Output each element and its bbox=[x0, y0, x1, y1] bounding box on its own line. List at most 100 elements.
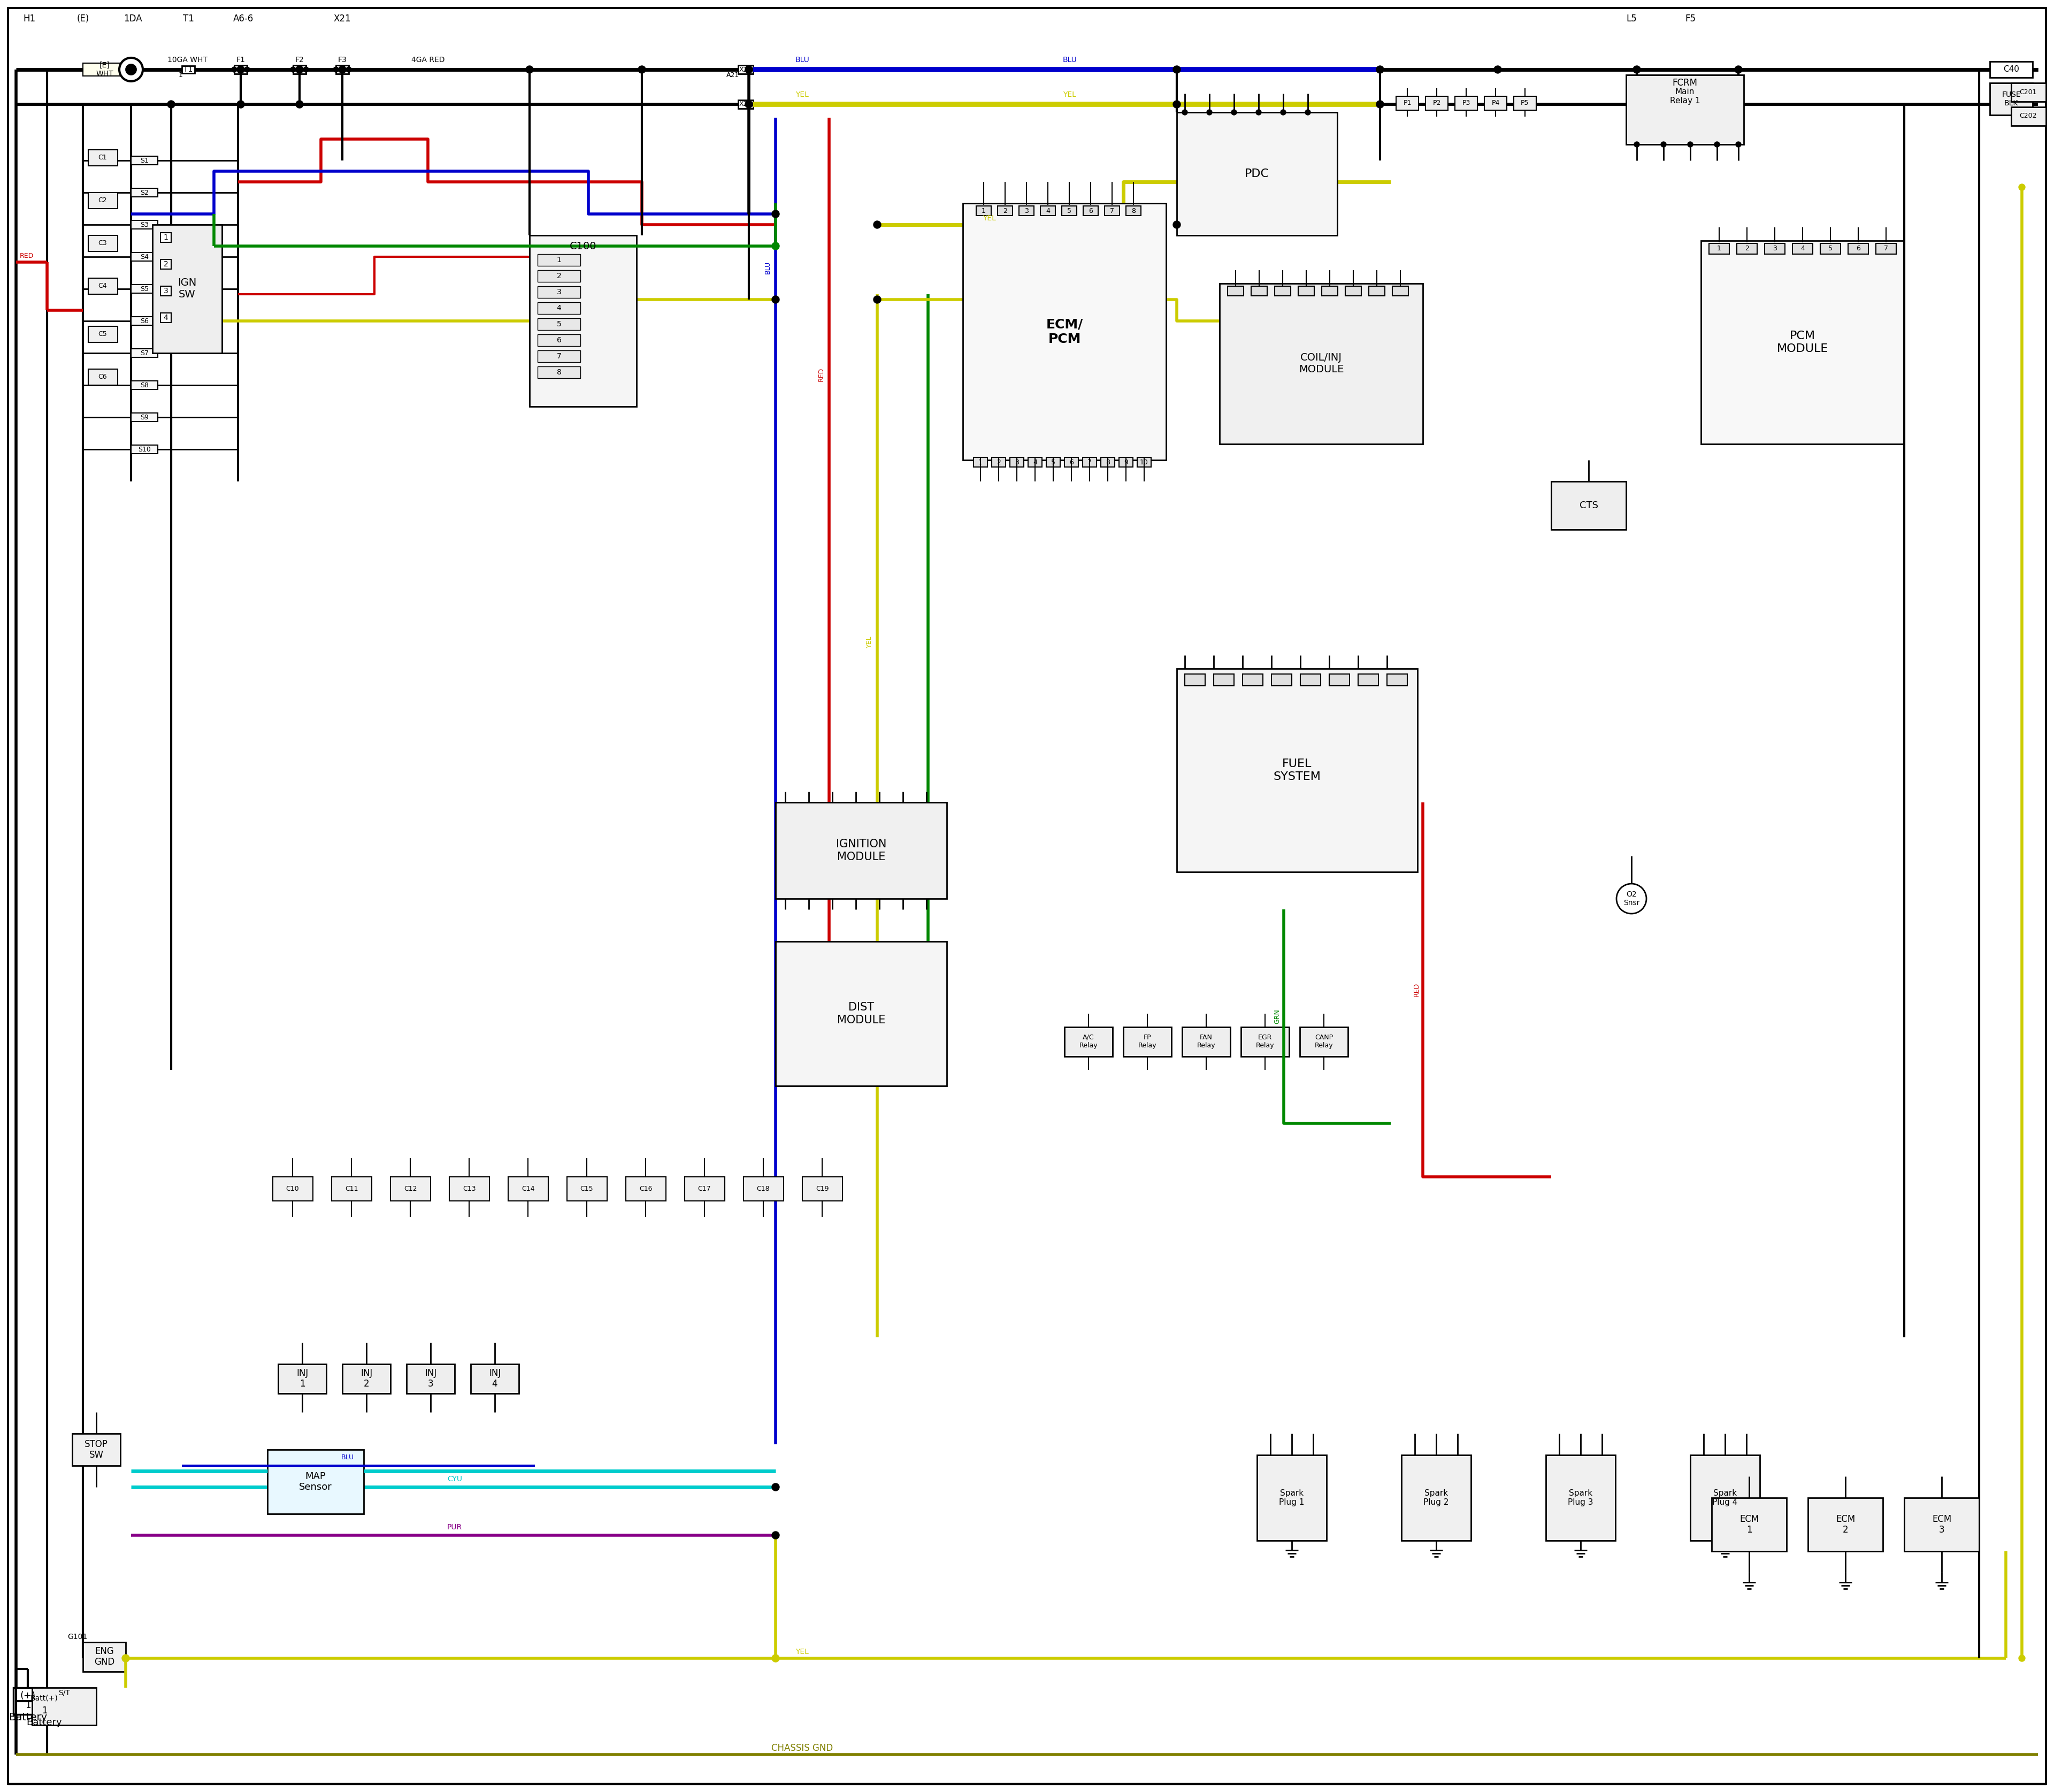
Text: F5: F5 bbox=[1684, 14, 1697, 23]
Text: C2: C2 bbox=[99, 197, 107, 204]
Text: 1: 1 bbox=[164, 233, 168, 242]
Text: BLU: BLU bbox=[1062, 56, 1076, 65]
Bar bbox=[1064, 457, 1078, 468]
Bar bbox=[131, 156, 158, 165]
Text: DIST
MODULE: DIST MODULE bbox=[838, 1002, 885, 1025]
Text: FCRM: FCRM bbox=[1672, 79, 1697, 88]
Text: FUSE
BLK: FUSE BLK bbox=[2003, 91, 2021, 108]
Bar bbox=[183, 66, 195, 73]
Circle shape bbox=[746, 100, 752, 108]
Bar bbox=[1690, 1455, 1760, 1541]
Text: L5: L5 bbox=[1627, 14, 1637, 23]
Text: ENG
GND: ENG GND bbox=[94, 1647, 115, 1667]
Circle shape bbox=[1736, 142, 1742, 147]
Text: INJ
1: INJ 1 bbox=[296, 1367, 308, 1389]
Bar bbox=[88, 326, 117, 342]
Bar bbox=[1551, 482, 1627, 530]
Circle shape bbox=[290, 66, 296, 72]
Text: C16: C16 bbox=[639, 1185, 653, 1192]
Text: A21: A21 bbox=[727, 72, 739, 79]
Bar bbox=[88, 278, 117, 294]
Text: S5: S5 bbox=[140, 285, 148, 292]
Text: RED: RED bbox=[21, 253, 33, 260]
Text: BLU: BLU bbox=[764, 262, 770, 274]
Bar bbox=[1329, 674, 1349, 686]
Circle shape bbox=[772, 242, 778, 249]
Circle shape bbox=[772, 296, 778, 303]
Bar bbox=[567, 1177, 608, 1201]
Bar bbox=[1990, 61, 2033, 77]
Bar bbox=[538, 303, 581, 314]
Text: FAN
Relay: FAN Relay bbox=[1197, 1034, 1216, 1048]
Bar bbox=[1793, 244, 1814, 254]
Circle shape bbox=[1183, 109, 1187, 115]
Bar bbox=[1119, 457, 1134, 468]
Text: 7: 7 bbox=[1884, 246, 1888, 253]
Bar bbox=[1849, 244, 1869, 254]
Bar bbox=[1547, 1455, 1614, 1541]
Text: 1DA: 1DA bbox=[123, 14, 142, 23]
Bar bbox=[88, 235, 117, 251]
Bar bbox=[976, 206, 992, 215]
Bar bbox=[131, 285, 158, 294]
Bar bbox=[1358, 674, 1378, 686]
Circle shape bbox=[1635, 142, 1639, 147]
Text: F2: F2 bbox=[296, 56, 304, 65]
Text: 6: 6 bbox=[1089, 208, 1093, 215]
Text: INJ
4: INJ 4 bbox=[489, 1367, 501, 1389]
Text: Spark
Plug 4: Spark Plug 4 bbox=[1713, 1489, 1738, 1507]
Circle shape bbox=[304, 66, 308, 72]
Text: STOP
SW: STOP SW bbox=[84, 1439, 109, 1460]
Text: S10: S10 bbox=[138, 446, 150, 453]
Text: 7: 7 bbox=[557, 353, 561, 360]
Text: C3: C3 bbox=[99, 240, 107, 247]
Bar bbox=[1183, 1027, 1230, 1057]
Bar bbox=[131, 444, 158, 453]
Bar bbox=[1029, 457, 1041, 468]
Bar bbox=[1019, 206, 1033, 215]
Circle shape bbox=[1688, 142, 1692, 147]
Bar bbox=[538, 351, 581, 362]
Bar bbox=[538, 319, 581, 330]
Text: GRN: GRN bbox=[1273, 1009, 1282, 1023]
Circle shape bbox=[339, 66, 345, 73]
Text: X21: X21 bbox=[333, 14, 351, 23]
Text: 4: 4 bbox=[557, 305, 561, 312]
Bar bbox=[1185, 674, 1206, 686]
Text: 1: 1 bbox=[179, 72, 183, 79]
Bar bbox=[974, 457, 988, 468]
Bar bbox=[1701, 240, 1904, 444]
Bar bbox=[1454, 97, 1477, 109]
Text: C5: C5 bbox=[99, 332, 107, 339]
Text: 2: 2 bbox=[1744, 246, 1750, 253]
Text: S4: S4 bbox=[140, 253, 148, 260]
Circle shape bbox=[296, 100, 304, 108]
Circle shape bbox=[119, 57, 144, 81]
Bar bbox=[82, 63, 127, 75]
Text: COIL/INJ
MODULE: COIL/INJ MODULE bbox=[1298, 353, 1343, 375]
Bar bbox=[14, 1688, 43, 1715]
Bar bbox=[331, 1177, 372, 1201]
Text: (+): (+) bbox=[21, 1692, 35, 1701]
Bar bbox=[744, 1177, 785, 1201]
Bar bbox=[390, 1177, 431, 1201]
Circle shape bbox=[236, 66, 244, 73]
Circle shape bbox=[168, 100, 175, 108]
Text: INJ
3: INJ 3 bbox=[425, 1367, 438, 1389]
Circle shape bbox=[1633, 66, 1641, 73]
Bar bbox=[1228, 287, 1243, 296]
Bar bbox=[131, 188, 158, 197]
Bar bbox=[1214, 674, 1234, 686]
Text: 3: 3 bbox=[164, 287, 168, 294]
Bar bbox=[1397, 97, 1419, 109]
Text: S7: S7 bbox=[140, 349, 148, 357]
Text: 1: 1 bbox=[557, 256, 561, 263]
Bar bbox=[1177, 668, 1417, 873]
Bar bbox=[131, 220, 158, 229]
Text: Spark
Plug 3: Spark Plug 3 bbox=[1567, 1489, 1594, 1507]
Bar bbox=[776, 803, 947, 898]
Text: YEL: YEL bbox=[1064, 91, 1076, 99]
Text: YEL: YEL bbox=[865, 636, 873, 649]
Bar bbox=[1393, 287, 1409, 296]
Bar bbox=[88, 192, 117, 208]
